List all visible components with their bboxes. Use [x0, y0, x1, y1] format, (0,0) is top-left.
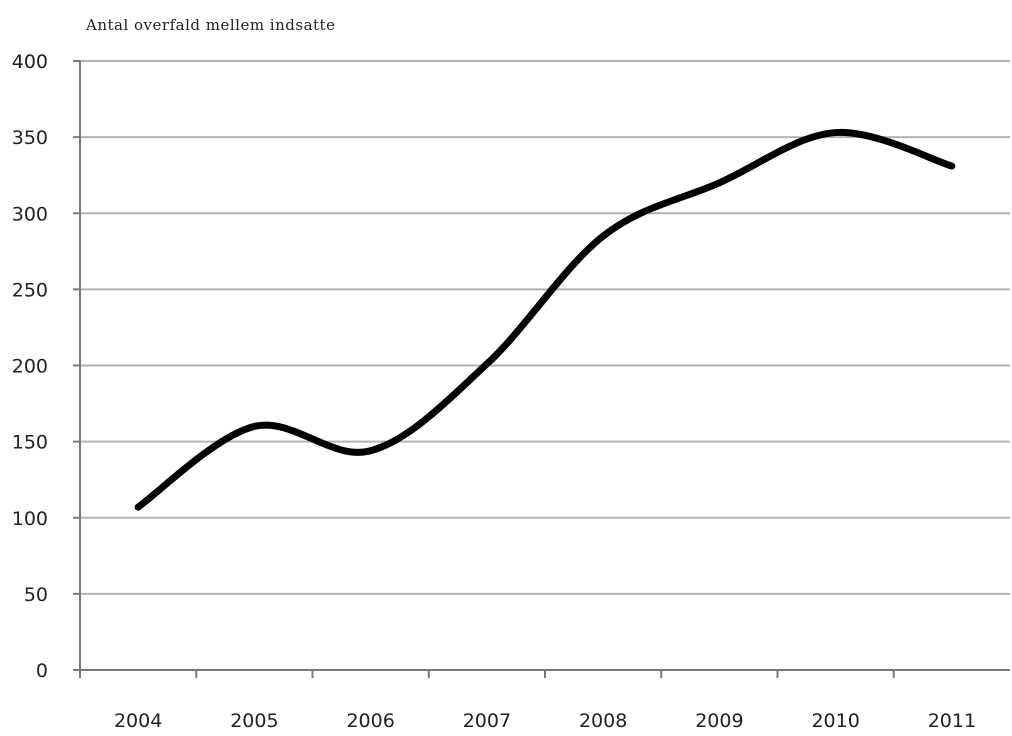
x-tick-label: 2010 [811, 710, 859, 732]
y-tick-label: 200 [12, 356, 48, 378]
y-tick-label: 300 [12, 203, 48, 225]
series-group [134, 129, 956, 511]
y-tick-label: 100 [12, 508, 48, 530]
y-tick-label: 150 [12, 432, 48, 454]
y-tick-label: 50 [24, 584, 48, 606]
x-tick-label: 2011 [928, 710, 976, 732]
x-tick-label: 2006 [346, 710, 394, 732]
y-tick-label: 250 [12, 279, 48, 301]
y-axis-label: Antal overfald mellem indsatte [85, 16, 335, 34]
y-tick-labels: 0 50 100 150 200 250 300 350 400 [12, 51, 48, 682]
series-line [134, 129, 956, 511]
x-tick-label: 2008 [579, 710, 627, 732]
x-tick-label: 2009 [695, 710, 743, 732]
gridlines [80, 60, 1010, 595]
y-tick-label: 400 [12, 51, 48, 73]
x-tick-label: 2007 [463, 710, 511, 732]
y-tick-label: 0 [36, 660, 48, 682]
x-tick-label: 2004 [114, 710, 162, 732]
y-tick-label: 350 [12, 127, 48, 149]
axes [73, 60, 1010, 678]
x-tick-labels: 2004 2005 2006 2007 2008 2009 2010 2011 [114, 710, 976, 732]
x-tick-label: 2005 [230, 710, 278, 732]
